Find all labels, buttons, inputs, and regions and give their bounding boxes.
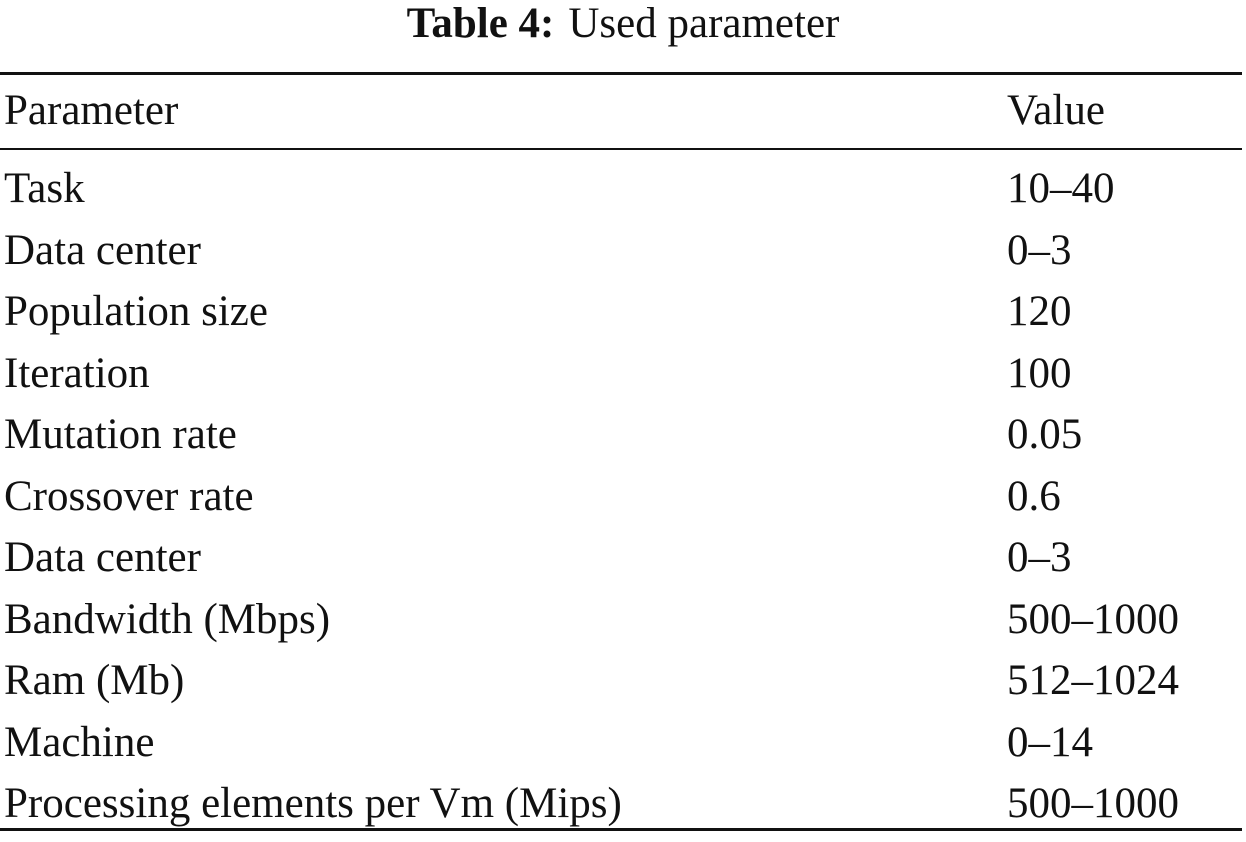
parameter-cell: Crossover rate bbox=[4, 472, 254, 520]
table-row: Machine 0–14 bbox=[0, 714, 1242, 776]
parameter-cell: Machine bbox=[4, 718, 155, 766]
parameter-cell: Ram (Mb) bbox=[4, 657, 185, 704]
value-cell: 512–1024 bbox=[1007, 657, 1179, 704]
column-header-value: Value bbox=[1007, 87, 1105, 134]
value-cell: 0–14 bbox=[1007, 718, 1093, 766]
value-cell: 500–1000 bbox=[1007, 780, 1179, 827]
table-row: Task 10–40 bbox=[0, 160, 1242, 222]
table-header-rule bbox=[0, 148, 1242, 150]
value-cell: 0.6 bbox=[1007, 472, 1061, 520]
table-row: Mutation rate 0.05 bbox=[0, 406, 1242, 468]
parameter-cell: Population size bbox=[4, 288, 268, 335]
value-cell: 500–1000 bbox=[1007, 595, 1179, 643]
value-cell: 100 bbox=[1007, 349, 1072, 397]
value-cell: 0.05 bbox=[1007, 411, 1083, 458]
value-cell: 0–3 bbox=[1007, 226, 1072, 274]
column-header-parameter: Parameter bbox=[4, 87, 179, 134]
table-caption: Table 4: Used parameter bbox=[0, 0, 1246, 58]
parameter-cell: Data center bbox=[4, 226, 201, 274]
table-row: Ram (Mb) 512–1024 bbox=[0, 652, 1242, 714]
parameter-cell: Mutation rate bbox=[4, 411, 237, 458]
table-row: Bandwidth (Mbps) 500–1000 bbox=[0, 591, 1242, 653]
table-row: Processing elements per Vm (Mips) 500–10… bbox=[0, 775, 1242, 837]
table-row: Data center 0–3 bbox=[0, 529, 1242, 591]
table-row: Population size 120 bbox=[0, 283, 1242, 345]
table-bottom-rule bbox=[0, 828, 1242, 831]
table-row: Crossover rate 0.6 bbox=[0, 468, 1242, 530]
parameter-cell: Data center bbox=[4, 534, 201, 581]
table-header-row: Parameter Value bbox=[0, 82, 1242, 142]
value-cell: 10–40 bbox=[1007, 165, 1115, 212]
table-caption-title: Used parameter bbox=[568, 0, 840, 47]
parameter-cell: Task bbox=[4, 165, 85, 212]
value-cell: 0–3 bbox=[1007, 534, 1072, 581]
parameter-cell: Iteration bbox=[4, 349, 150, 397]
table-row: Data center 0–3 bbox=[0, 222, 1242, 284]
table-top-rule bbox=[0, 72, 1242, 75]
table-caption-label: Table 4: bbox=[406, 0, 555, 47]
parameter-cell: Bandwidth (Mbps) bbox=[4, 595, 331, 643]
value-cell: 120 bbox=[1007, 288, 1072, 335]
table-row: Iteration 100 bbox=[0, 345, 1242, 407]
parameter-cell: Processing elements per Vm (Mips) bbox=[4, 780, 622, 827]
table-body: Task 10–40 Data center 0–3 Population si… bbox=[0, 160, 1242, 837]
